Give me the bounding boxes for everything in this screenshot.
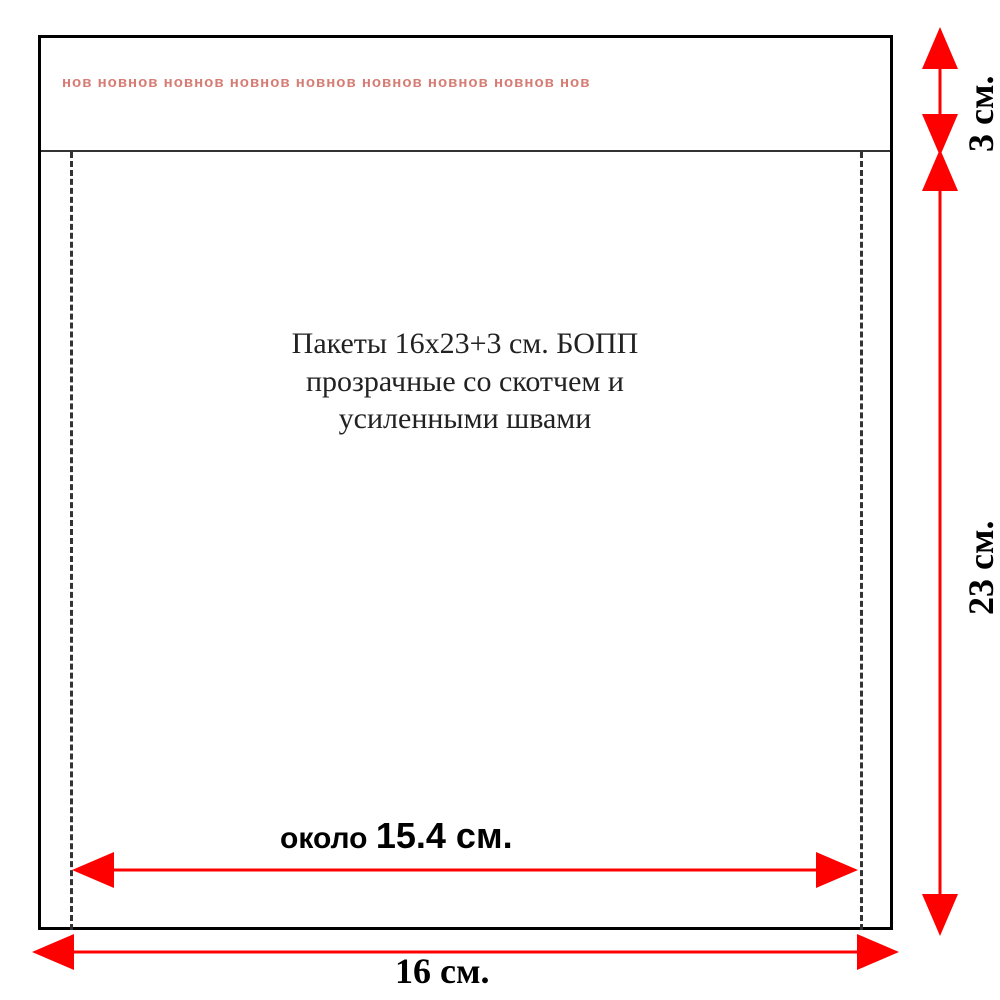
- seam-left: [70, 152, 73, 930]
- seam-right: [860, 152, 863, 930]
- outer-width-text: 16 см.: [395, 951, 490, 991]
- diagram-canvas: { "layout": { "bag": { "left": 38, "top"…: [0, 0, 1000, 1000]
- product-description: Пакеты 16х23+3 см. БОПП прозрачные со ск…: [140, 325, 790, 438]
- outer-width-label: 16 см.: [395, 950, 490, 992]
- inner-width-prefix: около: [280, 822, 376, 855]
- bag-outline: [38, 35, 893, 930]
- desc-line-1: Пакеты 16х23+3 см. БОПП: [292, 327, 639, 360]
- desc-line-3: усиленными швами: [339, 402, 592, 435]
- body-height-text: 23 см.: [961, 521, 1000, 616]
- tape-text: нов новнов новнов новнов новнов новнов н…: [62, 74, 590, 91]
- flap-height-text: 3 см.: [961, 76, 1000, 153]
- desc-line-2: прозрачные со скотчем и: [306, 365, 624, 398]
- flap-fold-line: [41, 150, 890, 152]
- inner-width-label: около 15.4 см.: [280, 815, 513, 857]
- inner-width-value: 15.4 см.: [376, 815, 513, 856]
- body-height-label: 23 см.: [960, 521, 1000, 616]
- adhesive-tape-strip: нов новнов новнов новнов новнов новнов н…: [62, 72, 869, 94]
- flap-height-label: 3 см.: [960, 76, 1000, 153]
